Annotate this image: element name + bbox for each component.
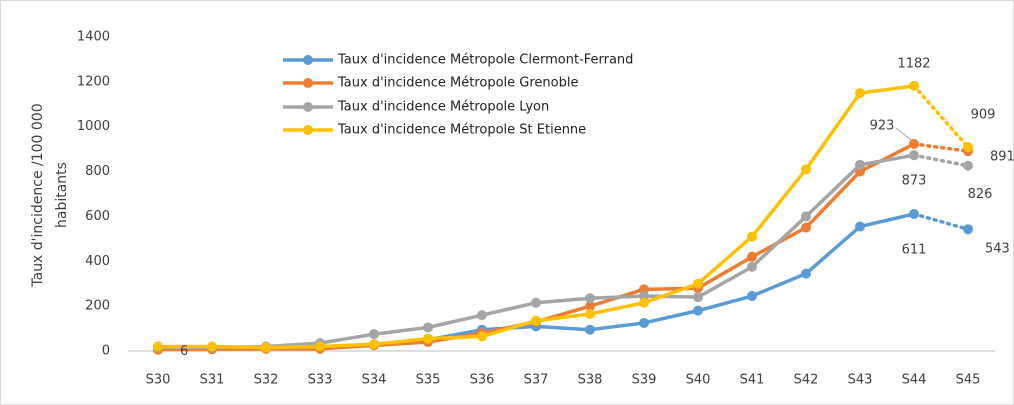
point (477, 310, 487, 321)
y-tick-label: 0 (102, 344, 110, 359)
data-label: 923 (870, 118, 895, 133)
point (801, 164, 811, 175)
y-axis-label: Taux d'incidence /100 000 (30, 103, 46, 287)
point (801, 268, 811, 279)
y-tick-label: 1200 (77, 74, 110, 89)
point (369, 329, 379, 340)
y-tick-label: 800 (85, 164, 110, 179)
series-line-projected (912, 84, 970, 149)
leader-line (895, 127, 912, 141)
point (423, 322, 433, 333)
x-tick-label: S39 (632, 373, 657, 388)
data-label: 543 (985, 242, 1010, 257)
point (369, 339, 379, 350)
series-line-projected (912, 142, 970, 153)
data-label: 826 (968, 187, 993, 202)
x-tick-label: S41 (740, 373, 765, 388)
y-tick-label: 200 (85, 299, 110, 314)
data-label: 6 (180, 344, 188, 359)
x-tick-label: S45 (956, 373, 981, 388)
series-line-projected (912, 153, 970, 168)
point (261, 342, 271, 353)
y-tick-label: 1400 (77, 30, 110, 45)
legend-label: Taux d'incidence Métropole Grenoble (337, 76, 578, 91)
point (747, 291, 757, 302)
data-label: 873 (902, 174, 927, 189)
data-label: 611 (902, 242, 927, 257)
point (693, 305, 703, 316)
point (531, 315, 541, 326)
series-line-projected (912, 212, 970, 231)
point (585, 293, 595, 304)
point (153, 341, 163, 352)
x-tick-label: S32 (254, 373, 279, 388)
x-tick-label: S34 (362, 373, 387, 388)
point (909, 150, 919, 161)
point (909, 80, 919, 91)
point (639, 297, 649, 308)
x-tick-label: S30 (146, 373, 171, 388)
x-tick-label: S38 (578, 373, 603, 388)
x-tick-label: S36 (470, 373, 495, 388)
x-tick-label: S40 (686, 373, 711, 388)
legend-marker (303, 102, 313, 112)
point (855, 88, 865, 99)
x-tick-label: S31 (200, 373, 225, 388)
point (423, 333, 433, 344)
legend-label: Taux d'incidence Métropole Lyon (337, 100, 549, 115)
point (801, 211, 811, 222)
y-tick-label: 1000 (77, 119, 110, 134)
point (747, 251, 757, 262)
x-tick-label: S35 (416, 373, 441, 388)
x-tick-label: S43 (848, 373, 873, 388)
point (477, 331, 487, 342)
point (963, 160, 973, 171)
legend-marker (303, 125, 313, 135)
legend-marker (303, 78, 313, 88)
point (909, 208, 919, 219)
point (747, 261, 757, 272)
point (693, 278, 703, 289)
legend-marker (303, 55, 313, 65)
point (585, 301, 595, 312)
point (801, 222, 811, 233)
legend-label: Taux d'incidence Métropole Clermont-Ferr… (337, 53, 633, 68)
y-tick-label: 600 (85, 209, 110, 224)
x-tick-label: S37 (524, 373, 549, 388)
point (585, 308, 595, 319)
point (693, 292, 703, 303)
x-tick-label: S33 (308, 373, 333, 388)
point (963, 224, 973, 235)
y-axis-label: habitants (54, 162, 70, 228)
point (909, 138, 919, 149)
x-tick-label: S44 (902, 373, 927, 388)
data-label: 1182 (897, 56, 930, 71)
point (639, 317, 649, 328)
data-label: 909 (971, 108, 996, 123)
point (531, 297, 541, 308)
x-tick-label: S42 (794, 373, 819, 388)
y-tick-label: 400 (85, 254, 110, 269)
point (855, 221, 865, 232)
point (315, 341, 325, 352)
point (963, 142, 973, 153)
point (207, 341, 217, 352)
point (855, 159, 865, 170)
point (585, 324, 595, 335)
legend-label: Taux d'incidence Métropole St Etienne (337, 123, 586, 138)
point (747, 231, 757, 242)
data-label: 891 (990, 150, 1014, 165)
